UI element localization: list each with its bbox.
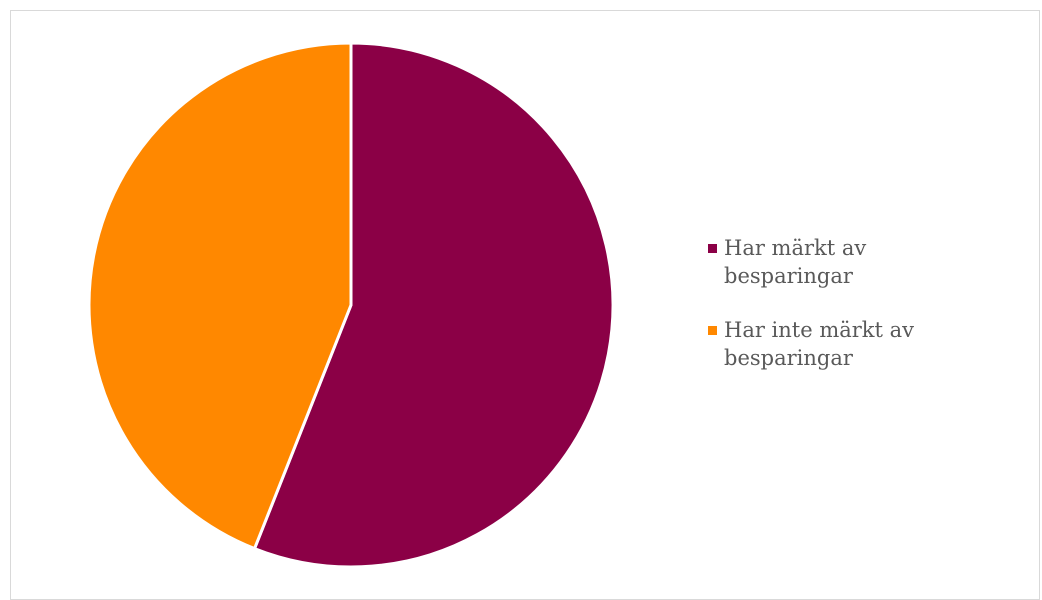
legend-item-noticed-savings: Har märkt av besparingar xyxy=(708,234,1038,290)
pie-slice-noticed-savings xyxy=(253,41,615,569)
legend-swatch-not-noticed-savings xyxy=(708,326,717,335)
legend: Har märkt av besparingar Har inte märkt … xyxy=(708,234,1038,398)
legend-item-not-noticed-savings: Har inte märkt av besparingar xyxy=(708,316,1038,372)
pie-slice-not-noticed-savings xyxy=(87,41,353,551)
legend-label: Har inte märkt av besparingar xyxy=(724,318,915,370)
legend-label: Har märkt av besparingar xyxy=(724,236,867,288)
legend-swatch-noticed-savings xyxy=(708,244,717,253)
